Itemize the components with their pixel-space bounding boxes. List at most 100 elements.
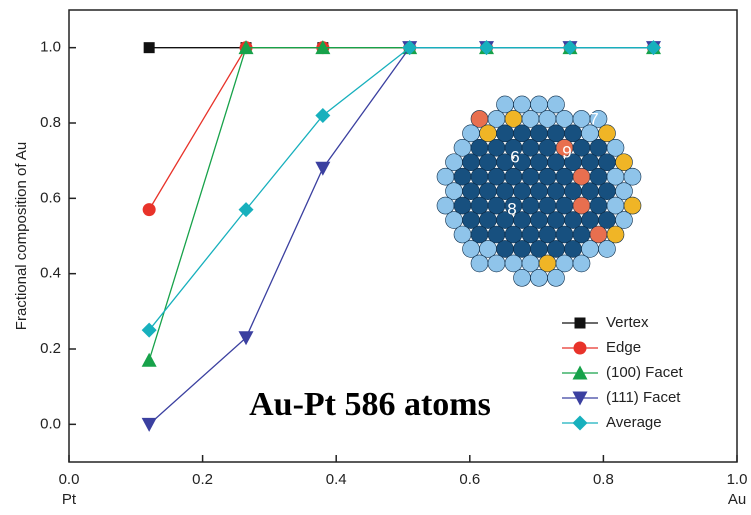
inset-atom bbox=[513, 182, 531, 200]
inset-atom bbox=[615, 211, 633, 229]
inset-atom bbox=[479, 211, 497, 229]
inset-atom bbox=[504, 167, 523, 186]
inset-atom bbox=[462, 182, 480, 200]
inset-atom bbox=[436, 167, 455, 186]
inset-atom bbox=[462, 211, 480, 229]
x-tick-label: 0.2 bbox=[192, 471, 213, 488]
inset-atom bbox=[470, 167, 489, 186]
inset-atom bbox=[606, 196, 625, 215]
inset-atom bbox=[598, 124, 616, 143]
inset-atom bbox=[530, 153, 548, 172]
inset-atom bbox=[589, 196, 608, 215]
inset-atom bbox=[581, 182, 599, 200]
inset-atom bbox=[538, 196, 557, 215]
inset-atom bbox=[564, 124, 582, 143]
inset-atom bbox=[462, 124, 480, 143]
inset-atom bbox=[606, 167, 625, 186]
inset-atom bbox=[530, 240, 548, 258]
inset-atom bbox=[555, 225, 574, 244]
inset-atom bbox=[555, 167, 574, 186]
legend-marker bbox=[572, 415, 588, 431]
inset-atom bbox=[470, 254, 489, 273]
inset-atom bbox=[547, 269, 565, 287]
inset-atom bbox=[555, 110, 574, 128]
inset-atom bbox=[453, 167, 472, 186]
inset-atom bbox=[487, 139, 506, 157]
inset-atom bbox=[606, 225, 625, 244]
inset-atom bbox=[623, 167, 642, 186]
inset-label: 6 bbox=[510, 147, 519, 166]
inset-atom bbox=[470, 110, 489, 128]
inset-atom bbox=[453, 139, 472, 157]
inset-atom bbox=[513, 95, 531, 114]
inset-atom bbox=[496, 182, 514, 200]
inset-atom bbox=[521, 254, 540, 273]
inset-atom bbox=[547, 240, 565, 258]
annotation: Au-Pt 586 atoms bbox=[249, 386, 491, 423]
inset-atom bbox=[504, 110, 523, 128]
inset-atom bbox=[462, 240, 480, 258]
inset-atom bbox=[513, 240, 531, 258]
inset-atom bbox=[462, 153, 480, 172]
inset-atom bbox=[487, 254, 506, 273]
inset-atom bbox=[513, 269, 531, 287]
data-point bbox=[143, 42, 155, 54]
inset-atom bbox=[530, 269, 548, 287]
inset-atom bbox=[530, 95, 548, 114]
inset-atom bbox=[555, 196, 574, 215]
inset-atom bbox=[521, 167, 540, 186]
inset-atom bbox=[572, 196, 591, 215]
data-point bbox=[141, 352, 157, 367]
inset-atom bbox=[513, 124, 531, 143]
inset-atom bbox=[555, 254, 574, 273]
y-tick-label: 0.8 bbox=[40, 114, 61, 131]
inset-atom bbox=[496, 95, 514, 114]
inset-atom bbox=[530, 211, 548, 229]
inset-atom bbox=[564, 182, 582, 200]
y-axis-label: Fractional composition of Au bbox=[13, 142, 30, 330]
inset-atom bbox=[436, 196, 455, 215]
y-tick-label: 1.0 bbox=[40, 39, 61, 56]
x-tick-label: 1.0 bbox=[727, 471, 748, 488]
plot-frame bbox=[68, 9, 738, 463]
data-point bbox=[238, 40, 254, 55]
x-tick-label: 0.8 bbox=[593, 471, 614, 488]
inset-atom bbox=[547, 95, 565, 114]
y-tick-label: 0.2 bbox=[40, 340, 61, 357]
legend-label: Edge bbox=[606, 339, 641, 356]
inset-atom bbox=[623, 196, 642, 215]
inset-atom bbox=[487, 167, 506, 186]
inset-label: 8 bbox=[507, 199, 516, 218]
inset-atom bbox=[538, 225, 557, 244]
x-tick-label: 0.6 bbox=[459, 471, 480, 488]
data-point bbox=[402, 40, 418, 56]
inset-atom bbox=[453, 196, 472, 215]
inset-atom bbox=[479, 182, 497, 200]
y-tick-label: 0.4 bbox=[40, 265, 61, 282]
inset-atom bbox=[470, 196, 489, 215]
inset-atom bbox=[479, 124, 497, 143]
inset-atom bbox=[521, 225, 540, 244]
legend-label: (100) Facet bbox=[606, 364, 684, 381]
legend-marker bbox=[572, 365, 588, 380]
inset-atom bbox=[615, 182, 633, 200]
inset-atom bbox=[589, 167, 608, 186]
inset-atom bbox=[547, 124, 565, 143]
inset-atom bbox=[564, 240, 582, 258]
inset-atom bbox=[564, 211, 582, 229]
inset-atom bbox=[521, 139, 540, 157]
inset-atom bbox=[479, 153, 497, 172]
inset-atom bbox=[581, 240, 599, 258]
legend-label: Vertex bbox=[606, 314, 649, 331]
inset-atom bbox=[521, 196, 540, 215]
legend-label: (111) Facet bbox=[606, 389, 681, 406]
inset-atom bbox=[572, 167, 591, 186]
inset-atom bbox=[496, 240, 514, 258]
inset-atom bbox=[589, 139, 608, 157]
legend-label: Average bbox=[606, 414, 662, 431]
inset-atom bbox=[589, 225, 608, 244]
legend-marker bbox=[574, 317, 586, 329]
data-point bbox=[238, 202, 254, 218]
inset-atom bbox=[547, 182, 565, 200]
inset-atom bbox=[445, 211, 463, 229]
